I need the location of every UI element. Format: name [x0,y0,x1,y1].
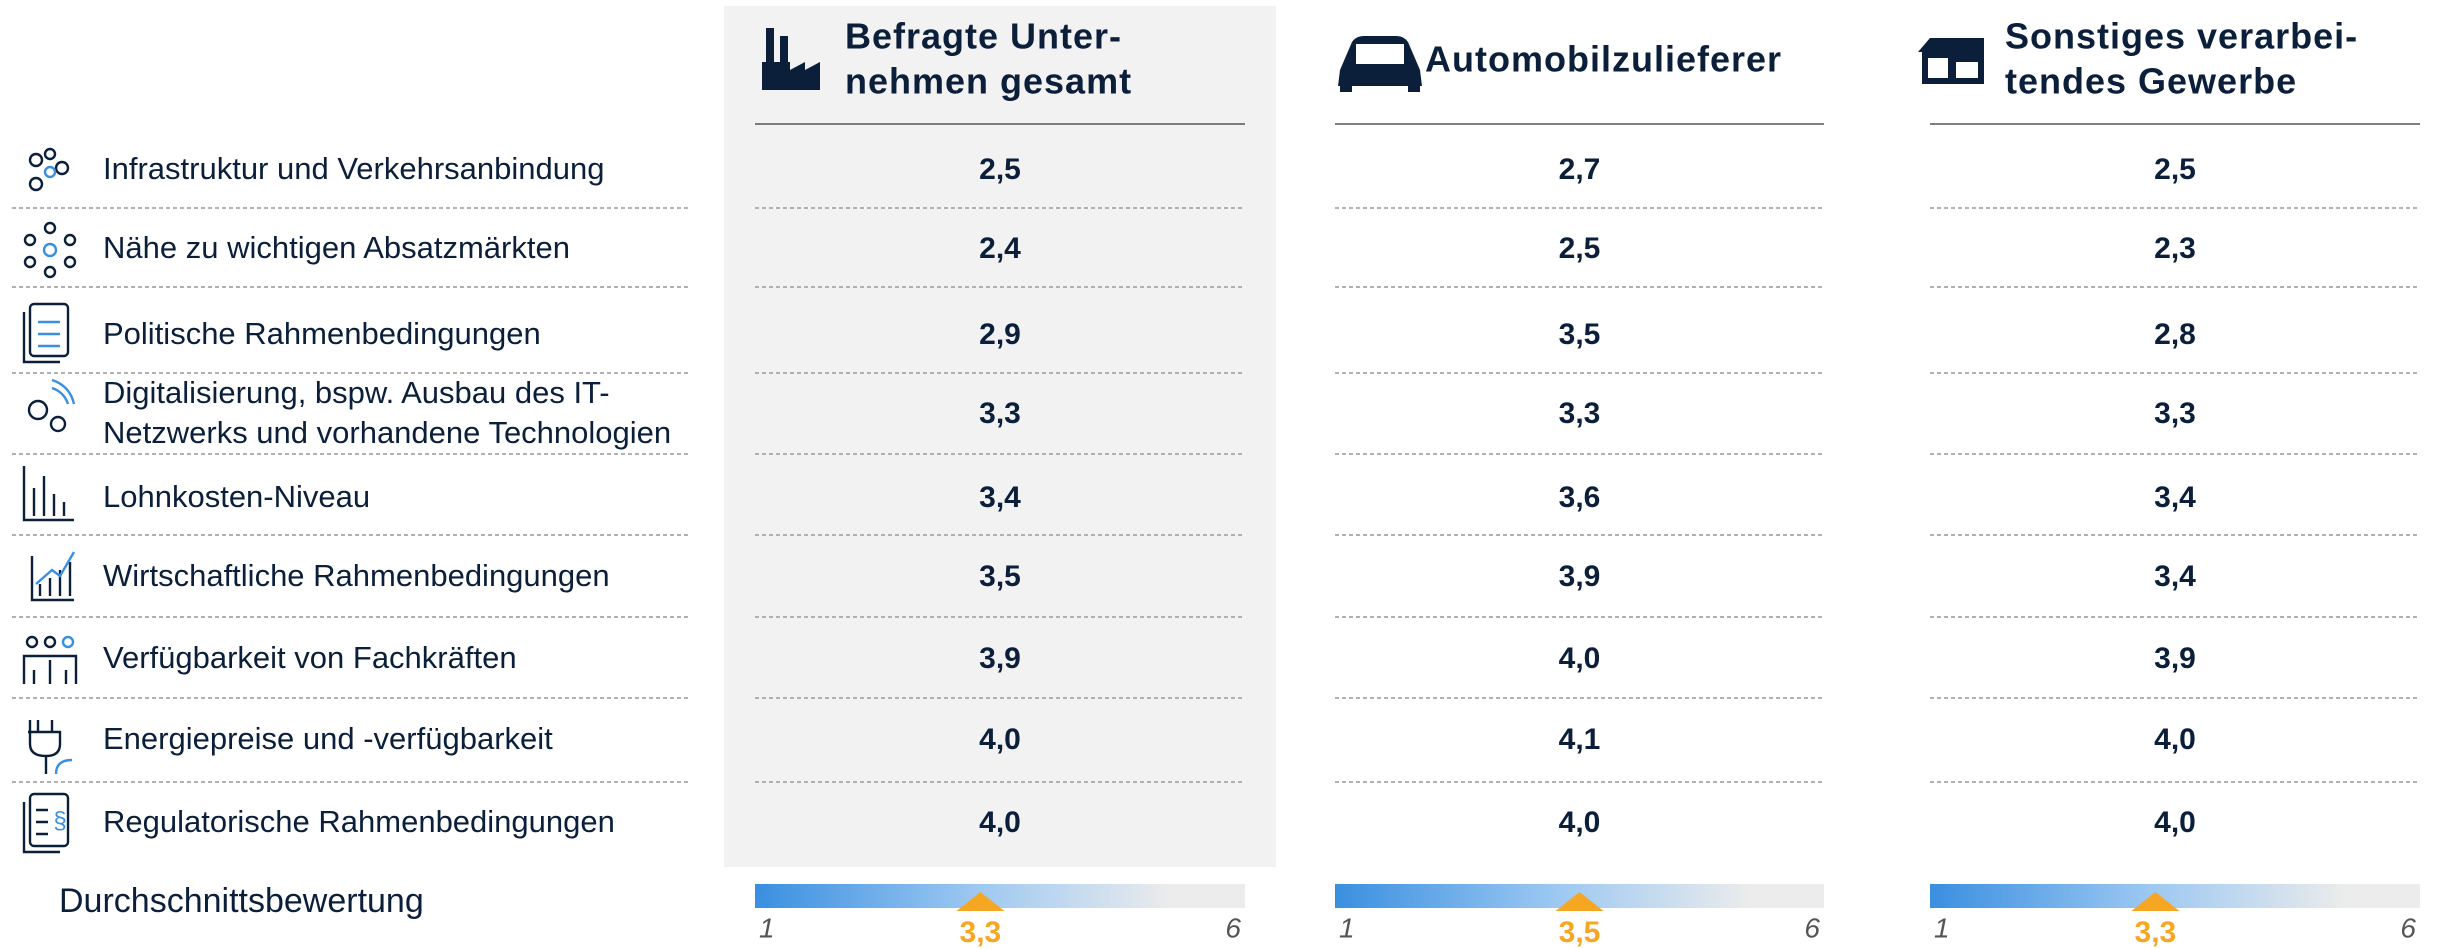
average-marker [956,892,1005,911]
rating-value: 3,5 [979,560,1021,593]
average-label: Durchschnittsbewertung [59,882,424,920]
rating-value: 4,0 [2154,723,2196,756]
rating-value: 3,4 [979,481,1021,514]
average-marker [2131,892,2180,911]
average-value: 3,3 [2135,916,2177,949]
factor-label: Regulatorische Rahmenbedingungen [103,804,615,839]
gear-icon [27,378,76,433]
scale-min: 1 [759,912,775,943]
rating-value: 2,5 [979,153,1021,186]
scale-min: 1 [1934,912,1950,943]
column-title: Befragte Unter- [845,16,1122,57]
factor-label: Verfügbarkeit von Fachkräften [103,640,517,675]
rating-value: 3,9 [979,642,1021,675]
highlight-column [724,6,1276,867]
rating-value: 2,7 [1559,153,1601,186]
average-value: 3,3 [960,916,1002,949]
scale-max: 6 [1225,912,1241,943]
scale-max: 6 [1804,912,1820,943]
rating-value: 3,3 [979,397,1021,430]
paragraph-sign: § [53,807,66,834]
factor-label: Infrastruktur und Verkehrsanbindung [103,151,604,186]
column-title: Automobilzulieferer [1425,39,1782,80]
rating-value: 4,0 [979,806,1021,839]
rating-value: 4,0 [1559,806,1601,839]
rating-value: 3,3 [2154,397,2196,430]
rating-value: 2,3 [2154,232,2196,265]
factor-label: Wirtschaftliche Rahmenbedingungen [103,558,610,593]
factory-icon [762,28,820,90]
average-marker [1555,892,1604,911]
rating-value: 4,1 [1559,723,1601,756]
growth-icon [30,551,76,602]
factor-label: Lohnkosten-Niveau [103,479,370,514]
rating-scale [1930,884,2420,908]
regulation-icon: § [22,792,70,854]
rating-value: 2,4 [979,232,1021,265]
average-value: 3,5 [1559,916,1601,949]
scale-max: 6 [2400,912,2416,943]
rating-value: 4,0 [979,723,1021,756]
rating-value: 2,5 [2154,153,2196,186]
network-icon [28,147,70,192]
market-icon [23,221,77,279]
people-icon [22,635,78,684]
rating-value: 4,0 [2154,806,2196,839]
store-icon [1918,38,1984,84]
rating-value: 3,9 [1559,560,1601,593]
column-title: tendes Gewerbe [2005,61,2297,102]
rating-value: 3,9 [2154,642,2196,675]
factor-label: Nähe zu wichtigen Absatzmärkten [103,230,570,265]
document-icon [22,302,70,364]
rating-value: 3,5 [1559,318,1601,351]
plug-icon [28,720,73,775]
factor-label: Netzwerks und vorhandene Technologien [103,415,671,450]
rating-value: 2,8 [2154,318,2196,351]
factor-label: Digitalisierung, bspw. Ausbau des IT- [103,375,610,410]
rating-value: 2,9 [979,318,1021,351]
rating-value: 2,5 [1559,232,1601,265]
rating-value: 3,3 [1559,397,1601,430]
rating-value: 3,4 [2154,481,2196,514]
rating-value: 4,0 [1559,642,1601,675]
wage-chart-icon [22,466,74,522]
column-title: Sonstiges verarbei- [2005,16,2358,57]
rating-scale [755,884,1245,908]
column-title: nehmen gesamt [845,61,1132,102]
car-icon [1338,36,1422,92]
rating-value: 3,6 [1559,481,1601,514]
factor-label: Politische Rahmenbedingungen [103,316,541,351]
scale-min: 1 [1339,912,1355,943]
factor-label: Energiepreise und -verfügbarkeit [103,721,553,756]
rating-value: 3,4 [2154,560,2196,593]
